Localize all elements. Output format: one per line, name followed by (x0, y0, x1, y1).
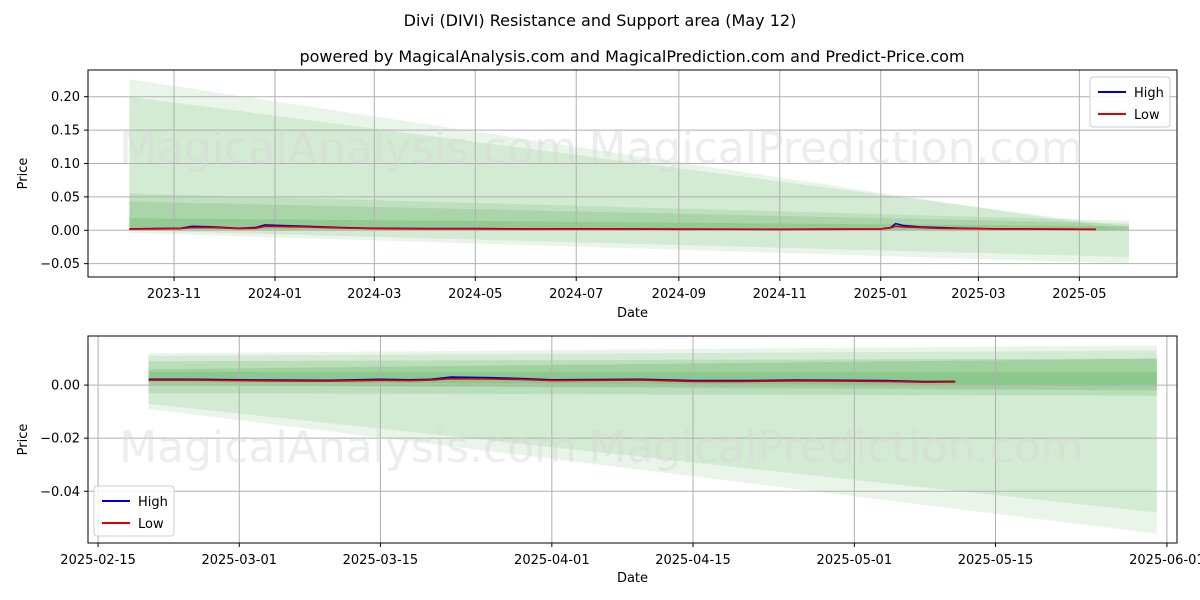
x-tick-label: 2023-11 (147, 287, 201, 302)
chart-bottom: MagicalAnalysis.com MagicalPrediction.com… (16, 335, 1200, 586)
watermark: MagicalAnalysis.com (119, 422, 577, 473)
x-tick-label: 2025-04-01 (514, 553, 590, 568)
y-tick-label: 0.00 (51, 224, 80, 239)
x-tick-label: 2024-03 (347, 287, 401, 302)
watermark: MagicalAnalysis.com (119, 123, 577, 174)
x-tick-label: 2025-04-15 (655, 553, 731, 568)
x-tick-label: 2024-07 (549, 287, 603, 302)
y-tick-label: 0.05 (51, 190, 80, 205)
watermark: MagicalPrediction.com (589, 123, 1084, 174)
legend: High Low (93, 485, 175, 537)
x-tick-label: 2024-09 (652, 287, 706, 302)
watermark: MagicalPrediction.com (589, 422, 1084, 473)
support-resistance-band (129, 79, 1129, 264)
series-line-high (148, 376, 956, 383)
y-axis-label: Price (16, 424, 31, 456)
support-resistance-band (129, 201, 1129, 231)
x-tick-label: 2025-05-01 (817, 553, 893, 568)
series-line-low (148, 377, 956, 383)
x-tick-label: 2024-11 (753, 287, 807, 302)
figure-subtitle: powered by MagicalAnalysis.com and Magic… (299, 47, 964, 66)
x-tick-label: 2024-01 (248, 287, 302, 302)
x-tick-label: 2025-01 (854, 287, 908, 302)
series-line-low (129, 225, 1096, 231)
x-axis-label: Date (617, 306, 648, 321)
legend-label-high: High (138, 495, 168, 510)
support-resistance-band (148, 358, 1157, 396)
y-tick-label: −0.02 (40, 432, 80, 447)
y-axis-label: Price (16, 158, 31, 190)
x-tick-label: 2025-03-15 (343, 553, 419, 568)
y-tick-label: −0.05 (40, 257, 80, 272)
legend: High Low (1089, 76, 1171, 128)
x-tick-label: 2025-03-01 (201, 553, 277, 568)
figure-title: Divi (DIVI) Resistance and Support area … (404, 11, 797, 30)
legend-label-low: Low (1134, 108, 1160, 123)
x-tick-label: 2025-03 (951, 287, 1005, 302)
support-resistance-band (148, 345, 1157, 534)
series-group (148, 376, 956, 383)
x-tick-label: 2024-05 (448, 287, 502, 302)
y-tick-label: 0.15 (51, 124, 80, 139)
x-tick-label: 2025-05-15 (958, 553, 1034, 568)
support-resistance-band (129, 218, 1129, 231)
axes-frame (87, 69, 1178, 278)
x-axis-label: Date (617, 571, 648, 586)
support-resistance-band (129, 193, 1129, 231)
x-tick-label: 2025-02-15 (60, 553, 136, 568)
legend-label-high: High (1134, 86, 1164, 101)
series-group (129, 222, 1096, 231)
y-tick-label: −0.04 (40, 485, 80, 500)
x-tick-label: 2025-05 (1052, 287, 1106, 302)
axes-frame (87, 335, 1178, 544)
support-resistance-band (129, 96, 1129, 257)
legend-label-low: Low (138, 517, 164, 532)
support-resistance-band (148, 350, 1157, 513)
chart-top: MagicalAnalysis.com MagicalPrediction.com… (16, 69, 1178, 321)
plot-area (88, 70, 1177, 277)
y-tick-label: 0.10 (51, 157, 80, 172)
y-tick-label: 0.20 (51, 90, 80, 105)
y-tick-label: 0.00 (51, 379, 80, 394)
band-group (129, 79, 1129, 264)
x-tick-label: 2025-06-01 (1129, 553, 1200, 568)
